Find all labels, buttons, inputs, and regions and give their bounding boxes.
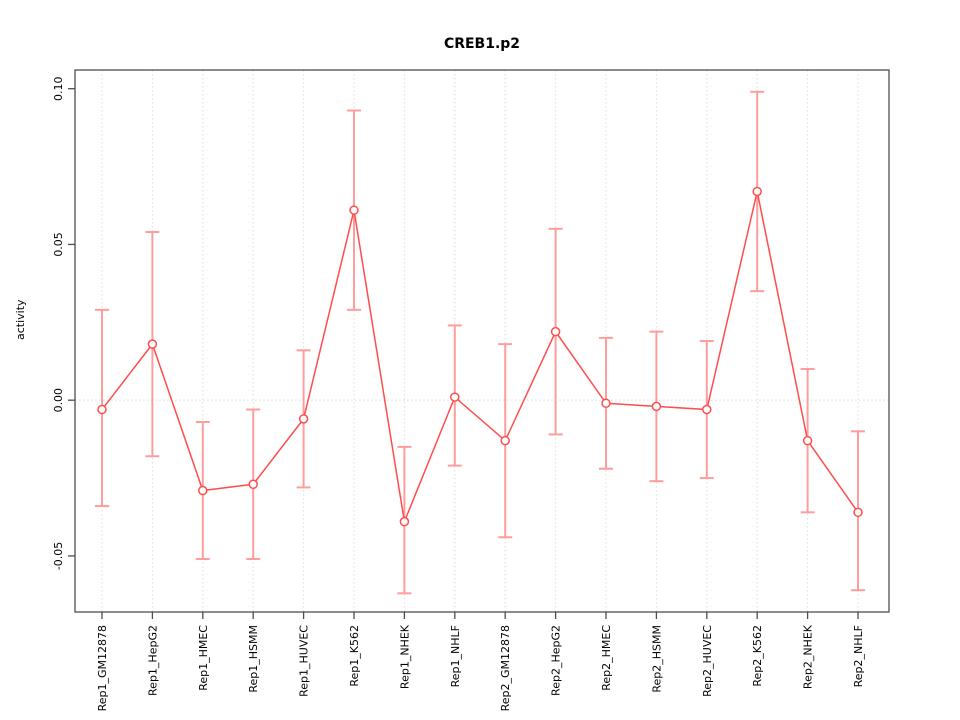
x-tick-label: Rep1_GM12878: [96, 625, 109, 711]
data-point: [550, 326, 561, 337]
data-point: [601, 398, 611, 409]
y-tick-label: 0.10: [52, 76, 65, 101]
plot-box: [74, 69, 890, 613]
data-point: [802, 435, 813, 446]
data-point: [651, 401, 662, 412]
data-point: [702, 404, 712, 415]
y-tick-label: 0.00: [52, 388, 65, 413]
x-tick-label: Rep2_HSMM: [650, 625, 663, 693]
x-tick-label: Rep1_HMEC: [197, 625, 210, 691]
data-point: [500, 435, 510, 446]
data-point: [399, 516, 410, 527]
data-point: [853, 507, 863, 518]
data-point: [97, 404, 107, 415]
data-point: [147, 339, 158, 349]
x-tick-label: Rep2_NHLF: [852, 625, 865, 687]
chart-title: CREB1.p2: [443, 36, 521, 52]
data-point: [450, 392, 460, 402]
series-line: [101, 191, 859, 525]
y-tick-label: 0.05: [52, 232, 65, 256]
x-tick-label: Rep1_NHLF: [449, 625, 462, 687]
data-point: [198, 485, 208, 496]
x-tick-label: Rep1_K562: [348, 625, 361, 687]
x-tick-label: Rep2_HepG2: [550, 625, 563, 696]
x-tick-label: Rep2_GM12878: [499, 625, 512, 711]
data-point: [248, 479, 258, 490]
x-tick-label: Rep2_HUVEC: [701, 625, 714, 697]
x-tick-label: Rep2_NHEK: [802, 624, 815, 689]
x-tick-label: Rep1_NHEK: [398, 624, 411, 689]
data-point: [298, 414, 309, 424]
x-tick-label: Rep2_K562: [751, 625, 764, 687]
x-tick-label: Rep1_HUVEC: [298, 625, 311, 697]
data-point: [349, 205, 359, 215]
x-tick-label: Rep1_HepG2: [146, 625, 159, 696]
y-tick-label: -0.05: [52, 542, 65, 570]
data-point: [752, 186, 762, 197]
x-tick-label: Rep2_HMEC: [600, 625, 613, 691]
x-tick-label: Rep1_HSMM: [247, 625, 260, 693]
